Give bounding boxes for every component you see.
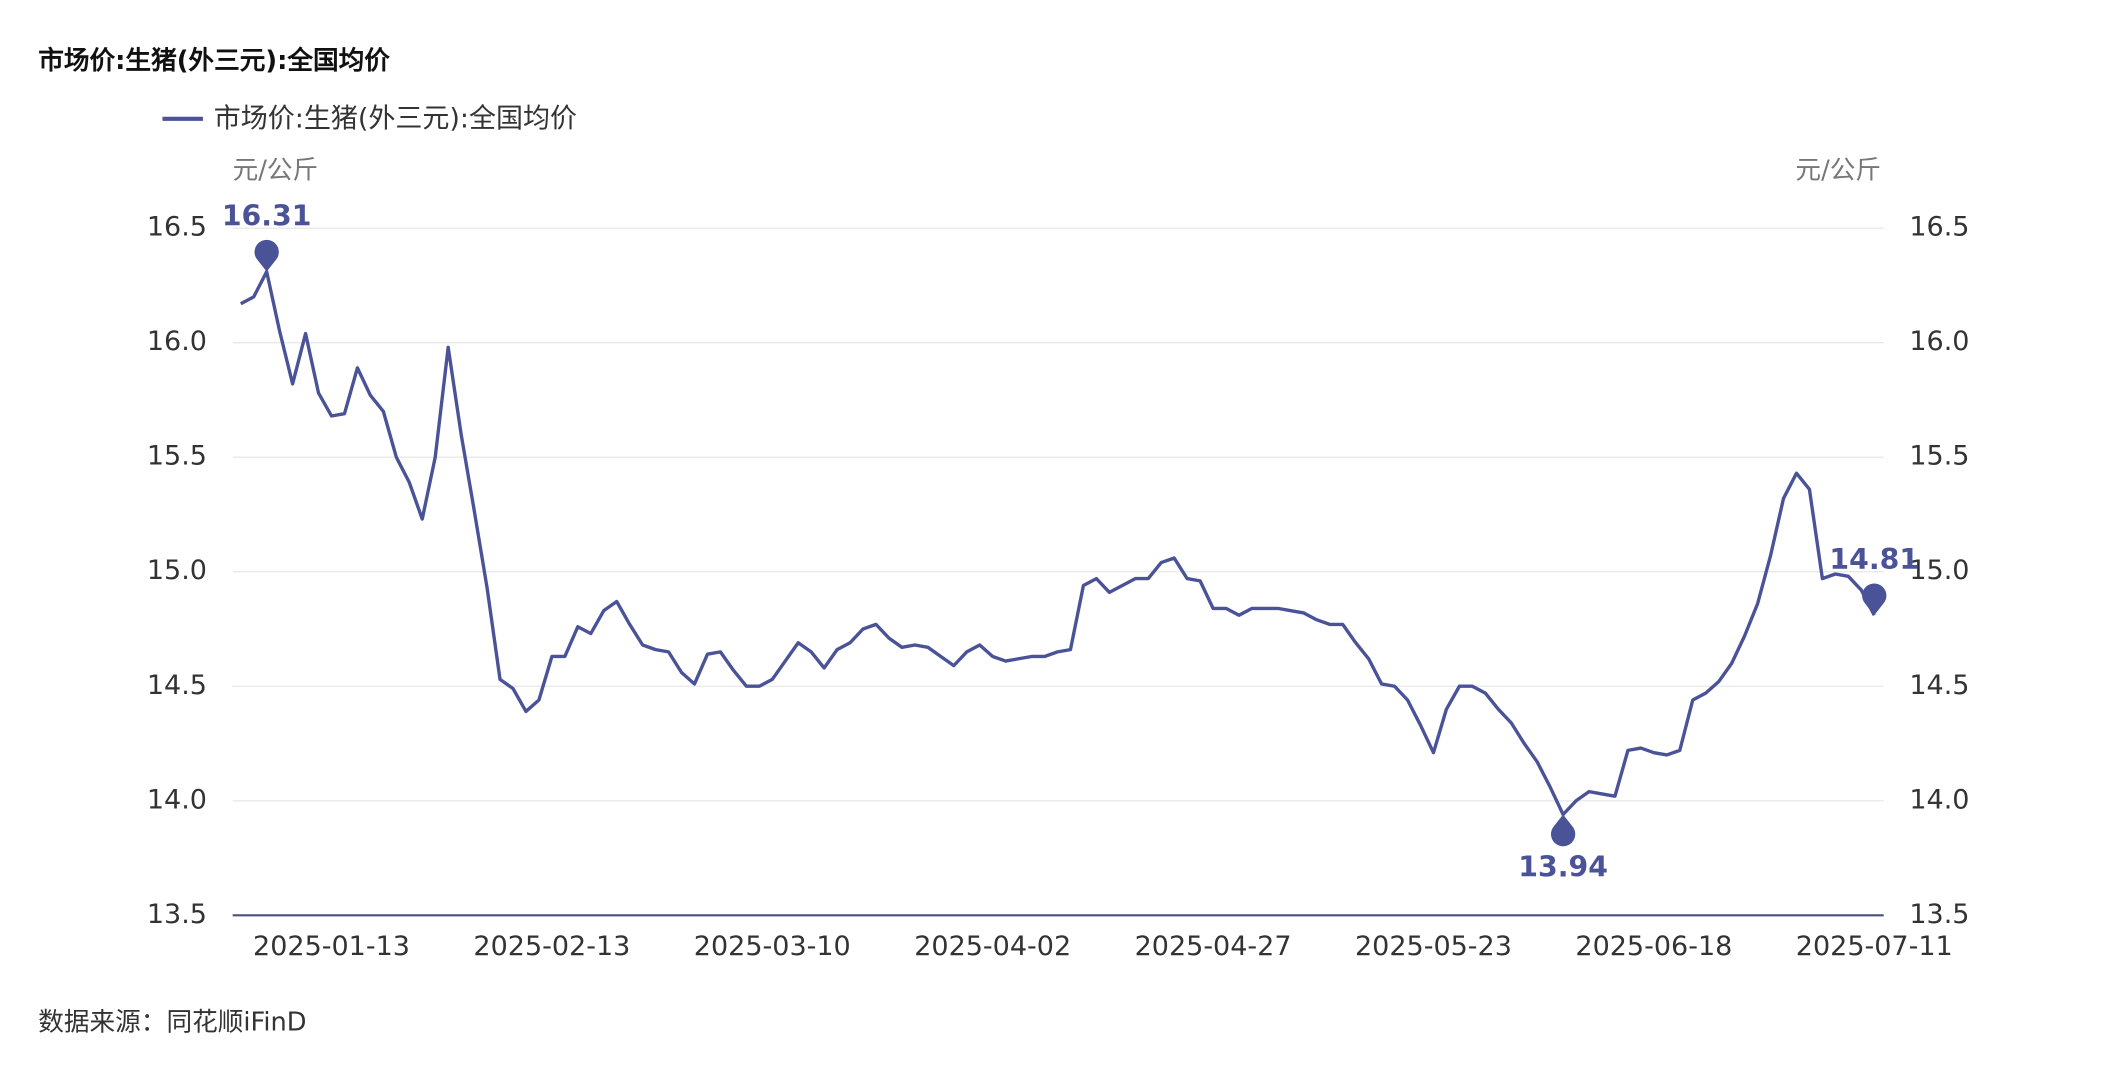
x-tick-label: 2025-01-13 [253, 931, 410, 962]
pin-marker [1550, 814, 1576, 847]
x-tick-label: 2025-04-02 [914, 931, 1071, 962]
chart-title: 市场价:生猪(外三元):全国均价 [38, 45, 390, 76]
pin-marker [254, 239, 279, 272]
pin-label: 14.81 [1829, 543, 1919, 576]
y2-tick-label: 15.0 [1909, 555, 1969, 586]
y-tick-label: 16.5 [147, 212, 207, 243]
x-tick-label: 2025-05-23 [1355, 931, 1512, 962]
y-tick-label: 16.0 [147, 326, 207, 357]
y2-axis-unit: 元/公斤 [1795, 155, 1881, 185]
y-tick-label: 15.0 [147, 555, 207, 586]
y2-tick-label: 14.5 [1909, 670, 1969, 701]
source-note: 数据来源：同花顺iFinD [38, 1007, 306, 1037]
y-tick-label: 14.0 [147, 784, 207, 815]
y2-tick-label: 13.5 [1909, 899, 1969, 930]
pin-label: 16.31 [222, 200, 312, 233]
y-tick-label: 13.5 [147, 899, 207, 930]
pin-label: 13.94 [1518, 851, 1608, 884]
legend-label: 市场价:生猪(外三元):全国均价 [214, 104, 577, 135]
y-tick-label: 14.5 [147, 670, 207, 701]
y-tick-label: 15.5 [147, 441, 207, 472]
x-tick-label: 2025-04-27 [1135, 931, 1292, 962]
y2-tick-label: 16.5 [1909, 212, 1969, 243]
y-axis-unit: 元/公斤 [233, 155, 319, 185]
x-tick-label: 2025-06-18 [1575, 931, 1732, 962]
data-line [239, 269, 1876, 817]
y2-tick-label: 15.5 [1909, 441, 1969, 472]
y2-tick-label: 14.0 [1909, 784, 1969, 815]
x-tick-label: 2025-02-13 [473, 931, 630, 962]
y2-tick-label: 16.0 [1909, 326, 1969, 357]
x-tick-label: 2025-03-10 [694, 931, 851, 962]
pin-marker [1862, 583, 1887, 616]
x-tick-label: 2025-07-11 [1796, 931, 1953, 962]
